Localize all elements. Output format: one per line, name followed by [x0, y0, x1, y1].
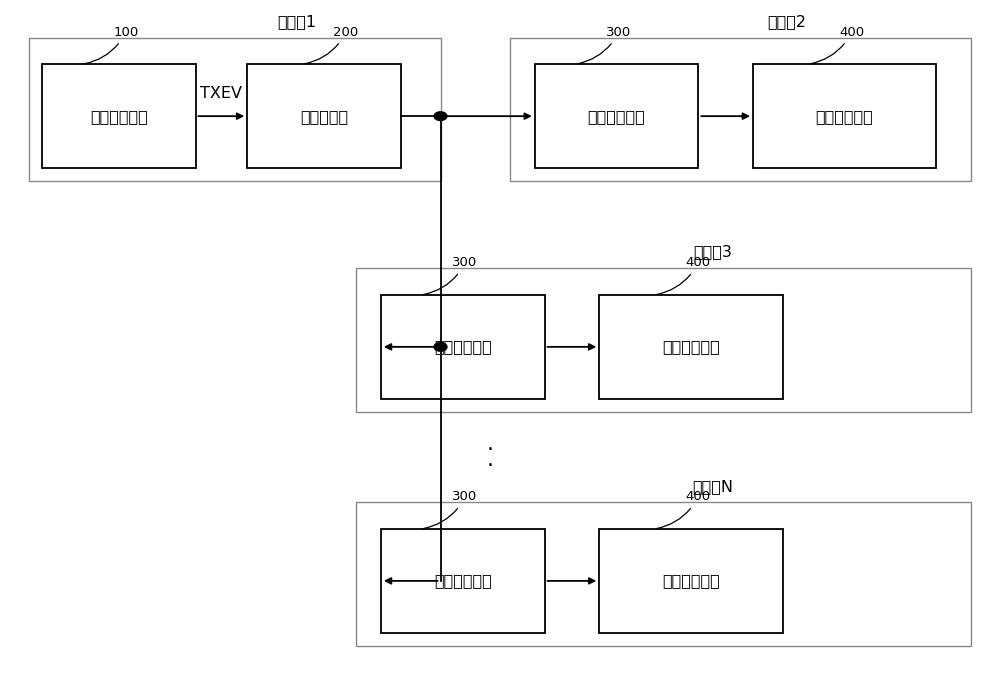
- Bar: [356, 268, 971, 412]
- Bar: [753, 64, 936, 168]
- Text: 信号过滤器: 信号过滤器: [300, 109, 348, 124]
- Text: 边沿检测模块: 边沿检测模块: [434, 339, 492, 354]
- Bar: [381, 295, 545, 399]
- Bar: [535, 64, 698, 168]
- Bar: [42, 64, 196, 168]
- Text: 200: 200: [304, 26, 359, 64]
- Bar: [356, 502, 971, 646]
- Text: TXEV: TXEV: [200, 87, 242, 102]
- Bar: [599, 529, 783, 633]
- Text: 信号执行模块: 信号执行模块: [816, 109, 873, 124]
- Circle shape: [434, 112, 447, 121]
- Text: 信号生成模块: 信号生成模块: [90, 109, 148, 124]
- Text: 处理核N: 处理核N: [692, 479, 733, 494]
- Bar: [510, 38, 971, 181]
- Bar: [381, 529, 545, 633]
- Bar: [247, 64, 401, 168]
- Text: 300: 300: [423, 490, 478, 529]
- Text: 边沿检测模块: 边沿检测模块: [588, 109, 645, 124]
- Text: 300: 300: [423, 257, 478, 294]
- Text: 300: 300: [577, 26, 631, 64]
- Text: 400: 400: [656, 490, 711, 529]
- Text: 100: 100: [84, 26, 138, 64]
- Text: 处理核1: 处理核1: [277, 14, 316, 29]
- Text: 信号执行模块: 信号执行模块: [662, 573, 720, 588]
- Bar: [599, 295, 783, 399]
- Text: 处理核2: 处理核2: [767, 14, 806, 29]
- Text: 边沿检测模块: 边沿检测模块: [434, 573, 492, 588]
- Bar: [29, 38, 440, 181]
- Text: .: .: [487, 434, 494, 454]
- Text: 400: 400: [656, 257, 711, 294]
- Text: 400: 400: [810, 26, 864, 64]
- Text: .: .: [487, 450, 494, 471]
- Text: 处理核3: 处理核3: [693, 244, 732, 259]
- Text: 信号执行模块: 信号执行模块: [662, 339, 720, 354]
- Circle shape: [434, 343, 447, 351]
